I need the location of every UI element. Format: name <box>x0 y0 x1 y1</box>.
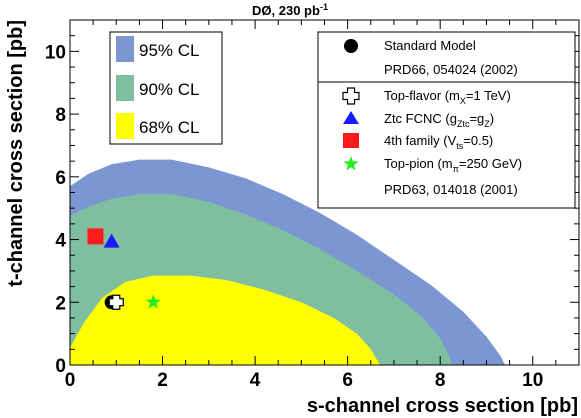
legend-sm-marker <box>344 39 358 53</box>
chart-title: DØ, 230 pb-1 <box>252 2 328 18</box>
chart-title-sup: -1 <box>320 2 328 12</box>
cl-regions <box>70 159 505 365</box>
region-cl68 <box>70 275 380 365</box>
y-tick-label: 10 <box>45 42 66 63</box>
y-tick-label: 4 <box>55 231 66 252</box>
cl-legend: 95% CL 90% CL 68% CL <box>109 31 223 145</box>
marker-toppion <box>145 294 161 309</box>
x-axis-label: s-channel cross section [pb] <box>307 395 578 417</box>
legend-swatch-90 <box>116 75 134 101</box>
marker-topflavor <box>108 294 124 310</box>
legend-ztc-label: Ztc FCNC (gZtc=gZ) <box>384 111 494 129</box>
legend-label-68: 68% CL <box>139 118 199 137</box>
marker-fourth <box>87 228 104 245</box>
legend-ztc-marker <box>343 111 359 124</box>
legend-fourth-label: 4th family (Vts=0.5) <box>384 133 493 151</box>
y-tick-label: 8 <box>55 105 66 126</box>
y-axis-label: t-channel cross section [pb] <box>5 20 27 287</box>
legend-fourth-marker <box>343 133 359 148</box>
y-tick-label: 0 <box>55 356 66 377</box>
legend-toppion-label: Top-pion (mπ=250 GeV) <box>384 156 522 174</box>
legend-swatch-68 <box>116 113 134 139</box>
x-tick-label: 2 <box>157 370 168 391</box>
x-tick-label: 4 <box>250 370 261 391</box>
legend-swatch-95 <box>116 36 134 62</box>
model-legend: Standard Model PRD66, 054024 (2002) Top-… <box>317 31 576 209</box>
legend-label-90: 90% CL <box>139 80 199 99</box>
x-tick-label: 0 <box>65 370 76 391</box>
y-tick-label: 2 <box>55 293 66 314</box>
legend-sm-label: Standard Model <box>384 38 476 53</box>
marker-ztc <box>103 233 120 248</box>
legend-bsm-ref: PRD63, 014018 (2001) <box>384 182 518 197</box>
legend-topflavor-label: Top-flavor (mX=1 TeV) <box>384 88 511 106</box>
model-legend-box <box>317 31 576 209</box>
legend-toppion-marker <box>343 156 359 171</box>
x-tick-label: 8 <box>435 370 446 391</box>
y-tick-label: 6 <box>55 168 66 189</box>
model-markers <box>87 228 161 310</box>
legend-label-95: 95% CL <box>139 41 199 60</box>
x-tick-label: 6 <box>342 370 353 391</box>
x-tick-label: 10 <box>522 370 543 391</box>
legend-sm-ref: PRD66, 054024 (2002) <box>384 62 518 77</box>
y-tick-labels: 0 2 4 6 8 10 <box>45 42 67 377</box>
axis-ticks <box>69 19 580 366</box>
x-tick-labels: 0 2 4 6 8 10 <box>65 370 544 391</box>
legend-topflavor-marker <box>342 87 360 105</box>
